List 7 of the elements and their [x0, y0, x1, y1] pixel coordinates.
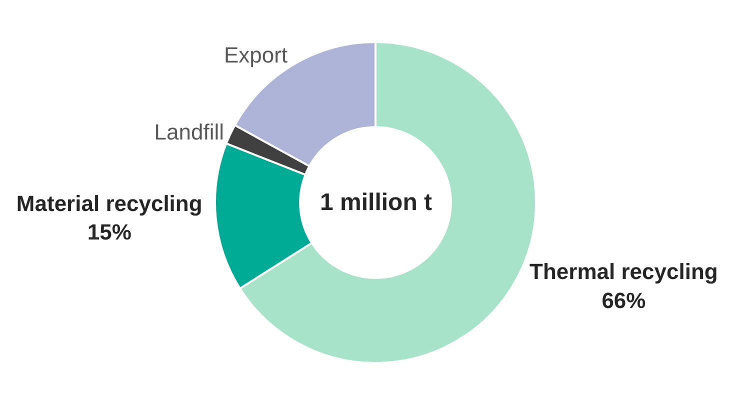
slice-label: Thermal recycling	[530, 259, 718, 284]
slice-label: Export	[224, 42, 288, 68]
data-label: 66%	[602, 288, 646, 313]
slice-label: Landfill	[154, 119, 224, 144]
slice-label: Material recycling	[16, 191, 202, 216]
data-label: 15%	[87, 220, 132, 245]
text: 1 million t	[320, 189, 432, 216]
